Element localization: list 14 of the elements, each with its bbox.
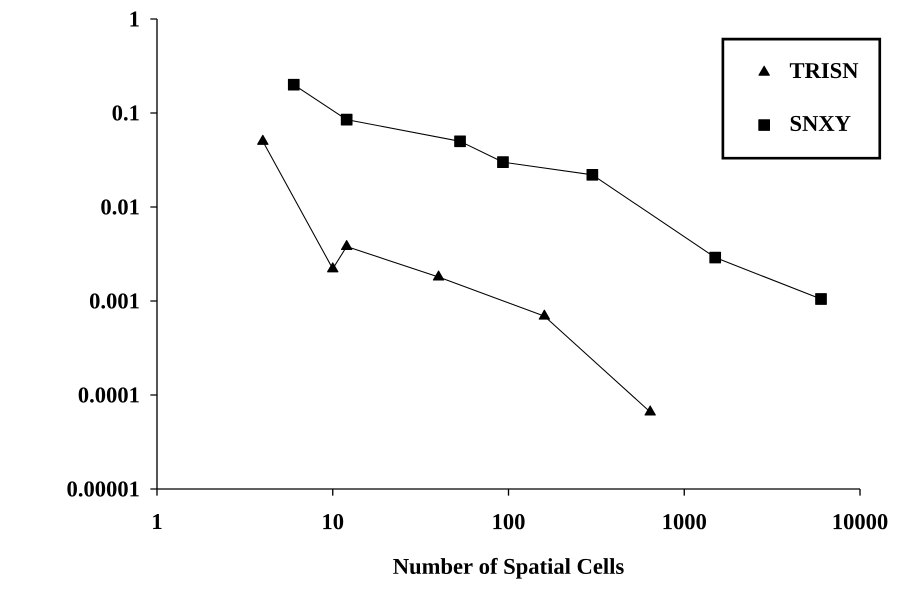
y-tick-label: 0.1 bbox=[112, 105, 139, 121]
y-tick-label: 1 bbox=[130, 12, 139, 26]
legend-label: SNXY bbox=[790, 116, 851, 132]
x-tick-label: 10 bbox=[323, 514, 344, 530]
y-tick-label: 0.00001 bbox=[67, 481, 139, 497]
y-tick-label: 0.01 bbox=[101, 199, 139, 215]
x-tick-label: 10000 bbox=[834, 514, 888, 530]
y-tick-label: 0.001 bbox=[90, 293, 139, 309]
x-tick-label: 100 bbox=[493, 514, 525, 530]
x-tick-label: 1000 bbox=[663, 514, 706, 530]
y-tick-label: 0.0001 bbox=[78, 387, 139, 403]
legend-label: TRISN bbox=[790, 63, 858, 78]
x-axis-title: Number of Spatial Cells bbox=[393, 558, 624, 579]
x-tick-label: 1 bbox=[153, 514, 162, 529]
